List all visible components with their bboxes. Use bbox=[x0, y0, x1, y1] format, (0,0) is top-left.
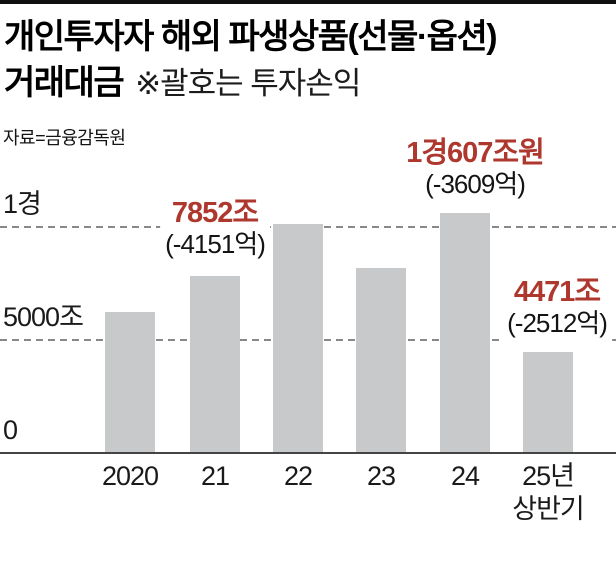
x-tick-line: 22 bbox=[283, 461, 313, 491]
x-tick-label-5: 25년 상반기 bbox=[493, 460, 603, 526]
x-tick-label-1: 21 bbox=[160, 460, 270, 493]
x-tick-label-0: 2020 bbox=[75, 460, 185, 493]
x-tick-line: 25년 bbox=[522, 461, 575, 491]
x-tick-label-2: 22 bbox=[243, 460, 353, 493]
chart-title-line-2: 거래대금 ※괄호는 투자손익 bbox=[4, 60, 610, 107]
x-tick-line: 상반기 bbox=[512, 494, 585, 524]
x-tick-line: 23 bbox=[366, 461, 396, 491]
chart-title-note: ※괄호는 투자손익 bbox=[135, 66, 361, 101]
annotation-value: 1경607조원 bbox=[406, 137, 545, 169]
annotation-21: 7852조 (-4151억) bbox=[160, 197, 270, 263]
y-tick-label-1: 5000조 bbox=[3, 302, 84, 332]
annotation-pnl: (-4151억) bbox=[165, 229, 266, 259]
x-tick-label-4: 24 bbox=[410, 460, 520, 493]
top-rule-divider bbox=[0, 0, 616, 4]
annotation-pnl: (-2512억) bbox=[507, 308, 608, 338]
x-tick-line: 2020 bbox=[101, 461, 159, 491]
annotation-25년 상반기: 4471조 (-2512억) bbox=[502, 276, 612, 342]
bar-24 bbox=[440, 213, 490, 453]
chart-title-line-1: 개인투자자 해외 파생상품(선물·옵션) bbox=[4, 18, 498, 56]
y-tick-label-2: 0 bbox=[3, 415, 18, 445]
bar-2020 bbox=[105, 312, 155, 453]
bar-23 bbox=[356, 268, 406, 453]
bar-22 bbox=[273, 224, 323, 453]
chart-title-block: 개인투자자 해외 파생상품(선물·옵션) 거래대금 ※괄호는 투자손익 bbox=[4, 14, 610, 107]
bar-21 bbox=[190, 276, 240, 453]
source-label: 자료=금융감독원 bbox=[3, 128, 126, 148]
x-tick-line: 24 bbox=[450, 461, 480, 491]
chart-title-line-2-bold: 거래대금 bbox=[4, 64, 125, 102]
x-axis-baseline bbox=[0, 452, 616, 454]
bar-25년 상반기 bbox=[523, 352, 573, 453]
annotation-value: 4471조 bbox=[513, 276, 601, 308]
y-tick-label-0: 1경 bbox=[3, 189, 42, 219]
annotation-24: 1경607조원 (-3609억) bbox=[401, 137, 549, 203]
annotation-value: 7852조 bbox=[171, 197, 259, 229]
annotation-pnl: (-3609억) bbox=[425, 169, 526, 199]
x-tick-line: 21 bbox=[200, 461, 230, 491]
x-tick-label-3: 23 bbox=[326, 460, 436, 493]
